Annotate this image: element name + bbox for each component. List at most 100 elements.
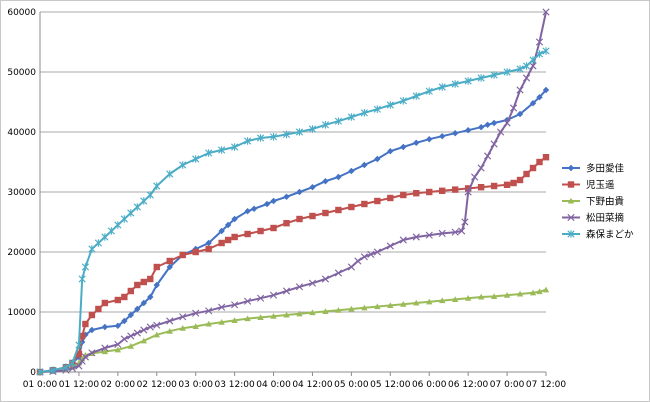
data-point-0-28 [296, 188, 303, 196]
data-point-4-38 [425, 87, 433, 95]
data-point-2-9 [114, 346, 122, 353]
data-point-4-35 [386, 101, 394, 109]
data-point-1-38 [426, 188, 433, 196]
data-point-1-10 [114, 296, 122, 304]
data-point-2-35 [451, 296, 459, 302]
data-point-1-20 [205, 245, 212, 253]
data-point-4-30 [321, 121, 330, 129]
data-point-0-42 [477, 124, 485, 131]
data-point-3-32 [360, 253, 368, 261]
series-0 [36, 86, 550, 376]
data-point-1-47 [523, 170, 530, 178]
data-point-1-29 [309, 212, 316, 220]
data-point-2-30 [387, 302, 394, 308]
data-point-0-26 [270, 197, 277, 205]
data-point-4-26 [269, 133, 278, 141]
x-tick-label-5: 03 12:00 [214, 380, 255, 390]
data-point-1-8 [95, 305, 102, 313]
data-point-3-49 [503, 119, 511, 127]
data-point-2-12 [153, 331, 160, 338]
data-point-2-28 [361, 304, 368, 311]
data-point-4-13 [127, 209, 135, 217]
legend-swatch-marker-0 [567, 164, 575, 172]
data-point-3-22 [244, 297, 252, 305]
legend-swatch-marker-1 [567, 181, 575, 188]
series-4 [36, 47, 550, 376]
data-point-2-15 [192, 323, 199, 329]
data-point-3-17 [179, 313, 187, 321]
data-point-1-12 [127, 287, 135, 295]
data-point-3-10 [120, 335, 128, 343]
data-point-1-35 [387, 194, 394, 202]
data-point-1-46 [516, 176, 524, 184]
data-point-4-25 [256, 134, 265, 142]
data-point-0-24 [250, 205, 258, 212]
data-point-4-33 [360, 109, 368, 117]
data-point-1-25 [257, 227, 264, 235]
axes [39, 12, 546, 373]
x-tick-label-7: 04 12:00 [292, 380, 333, 390]
data-point-4-22 [218, 146, 226, 154]
data-point-2-8 [101, 348, 109, 355]
y-tick-label-60000: 60000 [7, 8, 36, 18]
data-point-3-33 [367, 250, 375, 258]
x-tick-label-3: 02 12:00 [137, 380, 178, 390]
data-point-1-39 [439, 187, 446, 194]
data-point-3-34 [373, 248, 381, 256]
data-point-0-38 [426, 136, 433, 143]
data-point-1-19 [192, 248, 199, 256]
x-tick-label-9: 05 12:00 [370, 380, 411, 390]
data-point-4-31 [334, 117, 342, 125]
y-tick-label-10000: 10000 [7, 308, 36, 318]
data-point-1-44 [503, 181, 511, 188]
data-point-0-35 [387, 148, 394, 155]
data-point-2-31 [400, 301, 407, 307]
data-point-1-4 [75, 350, 83, 358]
data-point-4-10 [107, 227, 115, 235]
data-point-2-21 [270, 313, 277, 319]
data-point-1-33 [361, 200, 368, 208]
data-point-2-10 [127, 343, 135, 349]
data-point-1-43 [490, 182, 498, 190]
data-point-4-27 [282, 130, 291, 139]
data-point-4-18 [166, 170, 174, 178]
data-point-0-47 [529, 100, 537, 107]
data-point-1-37 [413, 190, 420, 197]
y-tick-label-30000: 30000 [7, 188, 36, 198]
data-point-4-15 [140, 197, 148, 205]
data-point-1-26 [270, 224, 277, 232]
data-point-1-15 [147, 275, 154, 283]
legend-label-4: 森保まどか [586, 229, 634, 241]
data-point-2-33 [426, 298, 433, 305]
data-point-1-5 [78, 332, 86, 340]
data-point-3-6 [81, 353, 89, 361]
data-point-3-51 [516, 86, 524, 94]
data-point-4-37 [412, 92, 420, 100]
data-point-0-40 [451, 130, 459, 137]
data-point-2-19 [244, 315, 251, 322]
data-point-3-43 [464, 188, 472, 196]
data-point-2-36 [464, 295, 472, 301]
data-point-2-14 [179, 325, 186, 331]
data-point-3-48 [497, 128, 505, 136]
legend-item-4: 森保まどか [562, 229, 634, 241]
data-point-3-19 [205, 307, 213, 315]
series-2 [36, 286, 550, 375]
series-1 [36, 154, 550, 376]
data-point-1-34 [374, 197, 381, 205]
data-point-3-44 [471, 173, 479, 181]
data-point-4-20 [192, 155, 200, 163]
data-point-4-34 [373, 105, 381, 113]
data-point-4-43 [490, 71, 498, 79]
data-point-0-48 [536, 94, 543, 101]
x-tick-label-8: 05 0:00 [334, 380, 369, 390]
data-point-1-9 [101, 299, 109, 307]
data-point-2-37 [477, 293, 485, 300]
data-point-3-38 [425, 231, 433, 239]
data-point-1-49 [536, 158, 543, 166]
y-tick-label-20000: 20000 [7, 248, 36, 258]
data-point-2-25 [322, 308, 329, 314]
data-point-2-13 [166, 328, 173, 334]
data-point-0-11 [127, 311, 135, 319]
